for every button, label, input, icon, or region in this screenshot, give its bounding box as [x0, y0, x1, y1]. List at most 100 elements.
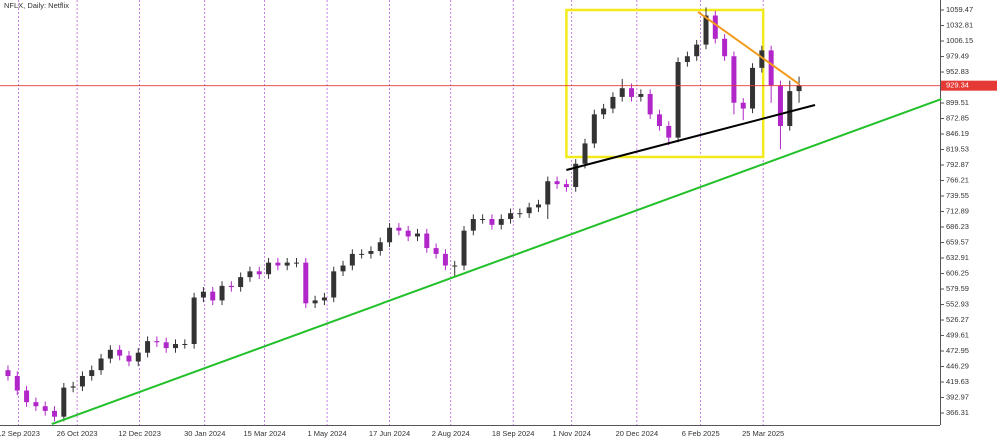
candle-body	[173, 344, 179, 349]
candle-body	[777, 85, 783, 126]
candle-body	[293, 262, 299, 264]
candle-body	[424, 233, 430, 249]
candle-body	[266, 262, 272, 275]
candle-body	[703, 15, 709, 45]
trend-line	[51, 98, 942, 425]
y-tick-label: 952.83	[946, 67, 969, 76]
y-tick-label: 446.29	[946, 362, 969, 371]
candle-body	[312, 300, 318, 304]
candle-body	[321, 297, 327, 301]
candle-body	[256, 271, 262, 275]
candle-body	[228, 285, 234, 288]
x-tick-label: 20 Dec 2024	[616, 429, 659, 438]
y-tick-label: 392.97	[946, 393, 969, 402]
y-tick-label: 686.23	[946, 222, 969, 231]
candle-body	[768, 50, 774, 86]
candle-body	[135, 352, 141, 362]
y-tick-label: 366.31	[946, 408, 969, 417]
candle-body	[582, 143, 588, 164]
candle-body	[14, 375, 20, 391]
y-tick-label: 712.89	[946, 207, 969, 216]
y-tick-label: 499.61	[946, 331, 969, 340]
candle-body	[303, 262, 309, 304]
candle-body	[666, 125, 672, 138]
candle-body	[675, 62, 681, 138]
candle-body	[387, 227, 393, 243]
candle-body	[89, 370, 95, 376]
candle-body	[629, 88, 635, 97]
candle-body	[5, 370, 11, 376]
candle-body	[480, 219, 486, 221]
candle-body	[331, 271, 337, 298]
candle-body	[275, 262, 281, 266]
x-tick-label: 26 Oct 2023	[57, 429, 98, 438]
candle-body	[210, 291, 216, 301]
candle-body	[238, 277, 244, 288]
candle-body	[349, 253, 355, 266]
candle-body	[154, 341, 160, 343]
candle-body	[740, 102, 746, 109]
candle-body	[145, 341, 151, 353]
candle-body	[405, 230, 411, 237]
y-tick-label: 739.55	[946, 191, 969, 200]
y-tick-label: 659.57	[946, 238, 969, 247]
candle-body	[107, 349, 113, 359]
candle-body	[396, 227, 402, 231]
y-tick-label: 899.51	[946, 98, 969, 107]
candle-body	[638, 94, 644, 97]
candle-body	[377, 242, 383, 251]
candle-body	[79, 375, 85, 387]
candle-body	[284, 262, 290, 266]
candle-body	[70, 386, 76, 388]
candle-body	[591, 114, 597, 144]
chart-title: NFLX, Daily: Netflix	[4, 1, 69, 10]
candle-body	[191, 297, 197, 345]
candle-body	[52, 410, 58, 417]
candle-body	[433, 248, 439, 254]
candle-body	[573, 163, 579, 188]
candle-body	[610, 96, 616, 109]
candle-body	[182, 344, 188, 346]
last-price-label: 929.34	[946, 81, 969, 90]
candle-body	[759, 50, 765, 68]
y-tick-label: 792.87	[946, 160, 969, 169]
candle-body	[535, 204, 541, 208]
y-tick-label: 766.21	[946, 176, 969, 185]
candle-body	[219, 285, 225, 301]
candle-body	[442, 253, 448, 266]
y-tick-label: 1032.81	[946, 21, 973, 30]
x-tick-label: 30 Jan 2024	[184, 429, 225, 438]
candle-body	[554, 181, 560, 185]
candle-body	[42, 406, 48, 411]
candle-body	[619, 88, 625, 97]
candle-body	[656, 114, 662, 126]
candle-body	[498, 219, 504, 225]
candle-body	[368, 250, 374, 254]
y-tick-label: 632.91	[946, 253, 969, 262]
candle-body	[731, 56, 737, 103]
x-tick-label: 17 Jun 2024	[369, 429, 410, 438]
last-price-tag	[941, 80, 997, 91]
candle-body	[545, 181, 551, 205]
highlight-box	[565, 8, 765, 159]
y-tick-label: 819.53	[946, 145, 969, 154]
y-tick-label: 872.85	[946, 114, 969, 123]
x-tick-label: 25 Mar 2025	[742, 429, 784, 438]
candle-body	[117, 349, 123, 356]
y-tick-label: 979.49	[946, 52, 969, 61]
candle-body	[33, 402, 39, 407]
candle-body	[526, 207, 532, 214]
candle-body	[489, 219, 495, 225]
candle-body	[247, 271, 253, 278]
y-tick-label: 419.63	[946, 377, 969, 386]
candle-body	[340, 265, 346, 272]
candle-body	[61, 387, 67, 417]
candle-body	[563, 184, 569, 188]
x-tick-label: 12 Sep 2023	[0, 429, 40, 438]
x-tick-label: 15 Mar 2024	[244, 429, 286, 438]
candle-body	[796, 85, 802, 92]
candle-body	[200, 291, 206, 298]
y-tick-label: 1006.15	[946, 36, 973, 45]
candle-body	[98, 358, 104, 371]
y-tick-label: 579.59	[946, 284, 969, 293]
